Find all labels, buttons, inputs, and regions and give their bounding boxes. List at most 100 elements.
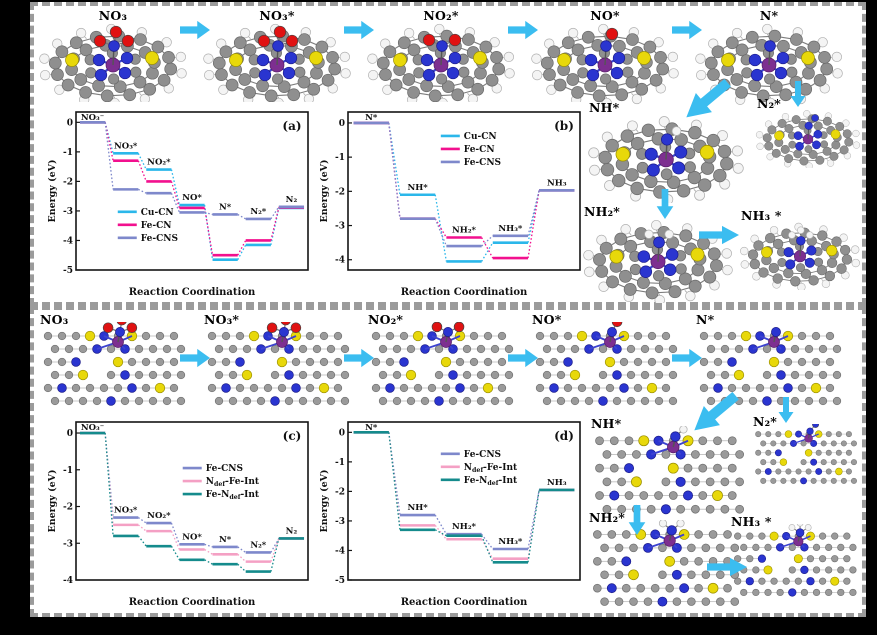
- svg-text:Reaction Coordination: Reaction Coordination: [129, 597, 256, 608]
- macrocycle-molecule-graphic: [740, 222, 860, 290]
- svg-text:0: 0: [339, 428, 345, 438]
- svg-text:NH₃: NH₃: [547, 178, 567, 188]
- bottom-branch-grid: NH* N₂* NH₂* NH₃ *: [579, 391, 867, 622]
- svg-text:-2: -2: [335, 487, 345, 497]
- svg-text:-1: -1: [335, 458, 345, 468]
- svg-text:0: 0: [339, 119, 345, 129]
- arrow-down-left-icon: [677, 71, 738, 129]
- svg-text:-2: -2: [335, 187, 345, 197]
- graphene-sheet-molecule-graphic: [593, 520, 740, 607]
- svg-text:(d): (d): [554, 429, 574, 443]
- svg-text:Reaction Coordination: Reaction Coordination: [129, 287, 256, 298]
- svg-text:-4: -4: [63, 576, 73, 586]
- svg-text:Fe-CN: Fe-CN: [141, 221, 172, 231]
- arrow-down-icon: [789, 81, 807, 107]
- molecule-label: NO₃*: [204, 312, 240, 327]
- svg-text:Fe-CNS: Fe-CNS: [464, 158, 501, 168]
- graphene-sheet-molecule-graphic: [371, 322, 514, 406]
- macrocycle-molecule-graphic: [367, 23, 515, 106]
- molecule-label: NO₂*: [423, 8, 459, 23]
- energy-profile-plot: 0 -1 -2 -3 -4 Energy (eV) Reaction Coordinatio…: [47, 421, 309, 608]
- svg-text:-4: -4: [335, 546, 345, 556]
- svg-text:NO*: NO*: [182, 193, 202, 203]
- svg-text:Cu-CN: Cu-CN: [464, 132, 497, 142]
- svg-text:Ndef-Fe-Int: Ndef-Fe-Int: [206, 477, 260, 488]
- svg-text:-5: -5: [335, 576, 345, 586]
- svg-text:Reaction Coordination: Reaction Coordination: [401, 597, 528, 608]
- molecule-label: NO₂*: [368, 312, 404, 327]
- svg-text:Fe-CN: Fe-CN: [464, 145, 495, 155]
- graphene-sheet-molecule-graphic: [43, 322, 186, 406]
- svg-text:Energy (eV): Energy (eV): [47, 469, 58, 532]
- arrow-right-icon: [180, 347, 210, 369]
- svg-text:NO₃⁻: NO₃⁻: [81, 113, 104, 123]
- energy-profile-plot: 0 -1 -2 -3 -4 Energy (eV) Reaction Coordinatio…: [319, 111, 581, 298]
- molecule-label: N*: [696, 312, 715, 327]
- svg-text:Energy (eV): Energy (eV): [319, 469, 330, 532]
- graphene-sheet-molecule-graphic: [535, 322, 678, 406]
- molecule-label: NO₃*: [259, 8, 295, 23]
- arrow-right-icon: [344, 347, 374, 369]
- svg-text:(a): (a): [282, 119, 301, 133]
- svg-text:-4: -4: [63, 236, 73, 246]
- svg-text:N₂: N₂: [286, 195, 298, 205]
- macrocycle-molecule-graphic: [755, 110, 861, 169]
- energy-profile-plot: 0 -1 -2 -3 -4 -5 Energy (eV) Reaction Coordinat…: [319, 421, 581, 608]
- arrow-right-icon: [672, 19, 702, 41]
- svg-text:(b): (b): [554, 119, 574, 133]
- svg-text:Energy (eV): Energy (eV): [319, 159, 330, 222]
- macrocycle-molecule-graphic: [203, 23, 351, 106]
- svg-text:0: 0: [67, 118, 73, 128]
- svg-text:Fe-CNS: Fe-CNS: [206, 464, 243, 474]
- molecule-label: NH₃ *: [731, 514, 772, 529]
- arrow-down-icon: [777, 397, 795, 423]
- svg-text:Fe-CNS: Fe-CNS: [141, 234, 178, 244]
- graphene-sheet-molecule-graphic: [699, 327, 842, 406]
- svg-text:(c): (c): [283, 429, 302, 443]
- molecule-label: NH₃ *: [741, 208, 782, 223]
- svg-text:-1: -1: [335, 153, 345, 163]
- svg-text:N₂: N₂: [286, 526, 298, 536]
- svg-text:NO₃*: NO₃*: [114, 141, 138, 151]
- molecule-label: NH₂*: [584, 204, 621, 219]
- macrocycle-molecule-graphic: [588, 116, 744, 203]
- graphene-sheet-molecule-graphic: [734, 524, 857, 597]
- graphene-sheet-molecule-graphic: [207, 322, 350, 406]
- svg-text:N*: N*: [365, 113, 378, 123]
- svg-text:-1: -1: [63, 466, 73, 476]
- energy-profile-plot: 0 -1 -2 -3 -4 -5 Energy (eV) Reaction Coordinat…: [47, 111, 309, 298]
- molecule-label: NO₃: [98, 8, 128, 23]
- arrow-right-icon: [508, 19, 538, 41]
- top-branch-grid: NH* N₂* NH₂* NH₃ *: [579, 78, 867, 310]
- svg-text:N*: N*: [219, 202, 232, 212]
- arrow-down-icon: [627, 505, 647, 535]
- svg-text:NH₃*: NH₃*: [498, 537, 523, 547]
- svg-text:Fe-Ndef-Int: Fe-Ndef-Int: [464, 476, 518, 487]
- svg-text:NH₂*: NH₂*: [452, 226, 477, 236]
- svg-text:N*: N*: [365, 423, 378, 433]
- svg-text:-5: -5: [63, 266, 73, 276]
- svg-text:-2: -2: [63, 503, 73, 513]
- svg-text:Fe-Ndef-Int: Fe-Ndef-Int: [206, 490, 260, 501]
- top-pathway-panel: NO₃ NO₃* NO₂* NO* N* 0 -1 -2 -3 -4 -5 Energy (eV) R…: [30, 2, 866, 306]
- svg-text:Cu-CN: Cu-CN: [141, 208, 174, 218]
- molecule-label: NH*: [591, 416, 622, 431]
- molecule-label: N*: [759, 8, 779, 23]
- svg-text:NH₃*: NH₃*: [498, 224, 523, 234]
- macrocycle-molecule-graphic: [39, 23, 187, 106]
- svg-text:NO*: NO*: [182, 532, 202, 542]
- bottom-pathway-panel: NO₃ NO₃* NO₂* NO* N* 0 -1 -2 -3 -4 Energy (eV) Rea…: [30, 306, 866, 617]
- svg-text:-3: -3: [335, 517, 345, 527]
- molecule-label: NO*: [590, 8, 620, 23]
- energy-diagram-c: 0 -1 -2 -3 -4 Energy (eV) Reaction Coordinatio…: [46, 412, 316, 610]
- svg-text:N₂*: N₂*: [250, 207, 266, 217]
- svg-text:-1: -1: [63, 148, 73, 158]
- macrocycle-molecule-graphic: [531, 23, 679, 106]
- energy-diagram-d: 0 -1 -2 -3 -4 -5 Energy (eV) Reaction Coordinat…: [318, 412, 588, 610]
- svg-text:NO₂*: NO₂*: [147, 511, 171, 521]
- svg-text:-2: -2: [63, 177, 73, 187]
- svg-text:NH*: NH*: [407, 503, 428, 513]
- graphene-sheet-molecule-graphic: [755, 424, 857, 485]
- arrow-right-icon: [508, 347, 538, 369]
